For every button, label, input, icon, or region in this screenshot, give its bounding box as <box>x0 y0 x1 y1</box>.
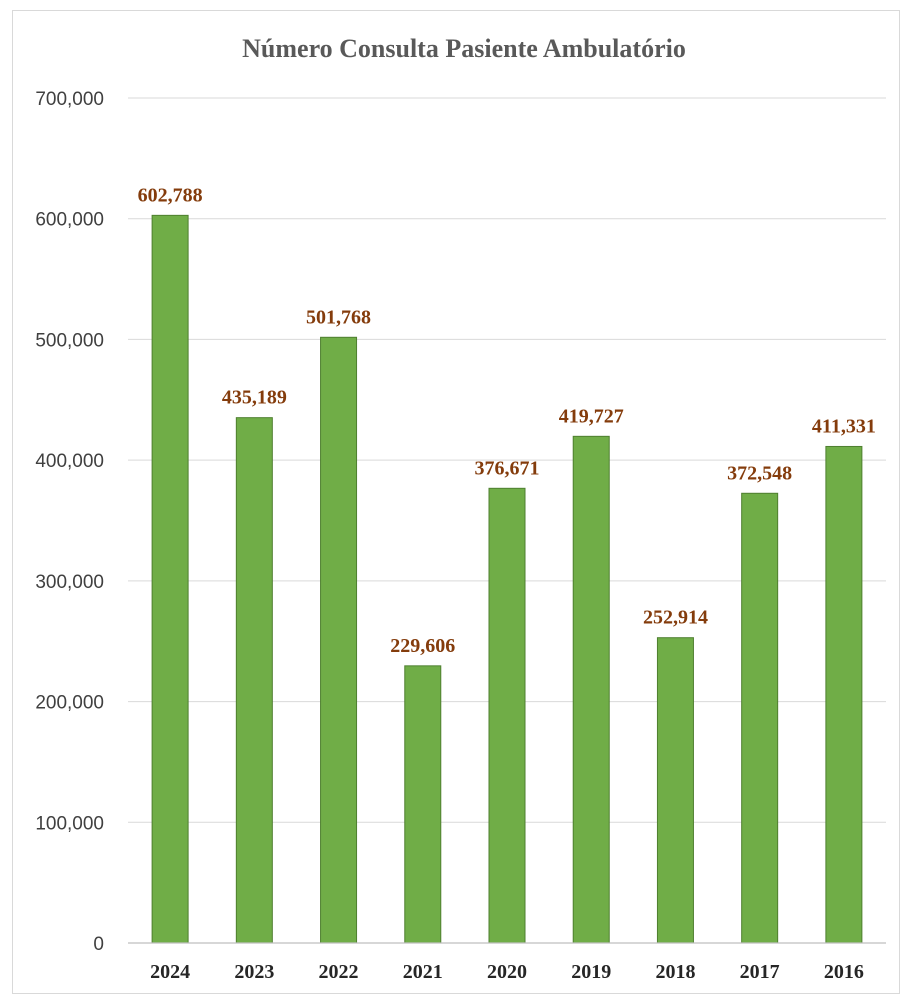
y-tick-label: 600,000 <box>35 210 104 231</box>
y-tick-label: 200,000 <box>35 693 104 714</box>
data-label-2024: 602,788 <box>138 184 203 206</box>
x-tick-label-2019: 2019 <box>571 961 611 983</box>
x-tick-label-2018: 2018 <box>655 961 695 983</box>
y-tick-label: 500,000 <box>35 330 104 351</box>
x-tick-label-2023: 2023 <box>234 961 274 983</box>
data-label-2017: 372,548 <box>727 462 792 484</box>
x-axis: 2024 2023 2022 2021 2020 2019 2018 2017 2016 <box>128 942 886 983</box>
x-tick-label-2022: 2022 <box>319 961 359 983</box>
data-label-2019: 419,727 <box>559 405 624 427</box>
data-label-2020: 376,671 <box>475 457 540 479</box>
data-label-2021: 229,606 <box>390 635 455 657</box>
bar-2018 <box>656 637 694 944</box>
y-tick-label: 700,000 <box>35 89 104 110</box>
data-label-2018: 252,914 <box>643 607 708 629</box>
data-label-2022: 501,768 <box>306 306 371 328</box>
y-axis: 0 100,000 200,000 300,000 400,000 500,000 600,… <box>35 89 104 955</box>
data-labels: 602,788 435,189 501,768 229,606 376,671 419,7… <box>138 184 876 656</box>
y-tick-label: 100,000 <box>35 813 104 834</box>
y-tick-label: 0 <box>93 934 104 955</box>
bar-2023 <box>235 417 273 944</box>
bar-2020 <box>488 487 526 944</box>
data-label-2023: 435,189 <box>222 387 287 409</box>
chart-title: Número Consulta Pasiente Ambulatório <box>242 34 686 63</box>
bars <box>151 214 863 944</box>
bar-2017 <box>741 492 779 944</box>
x-tick-label-2021: 2021 <box>403 961 443 983</box>
y-tick-label: 300,000 <box>35 572 104 593</box>
data-label-2016: 411,331 <box>812 415 876 437</box>
bar-2024 <box>151 214 189 944</box>
x-tick-label-2016: 2016 <box>824 961 864 983</box>
bar-2019 <box>572 435 610 944</box>
x-tick-label-2024: 2024 <box>150 961 190 983</box>
bar-2021 <box>404 665 442 944</box>
bar-2022 <box>320 336 358 944</box>
x-tick-label-2017: 2017 <box>740 961 780 983</box>
y-tick-label: 400,000 <box>35 451 104 472</box>
bar-2016 <box>825 445 863 944</box>
x-tick-label-2020: 2020 <box>487 961 527 983</box>
